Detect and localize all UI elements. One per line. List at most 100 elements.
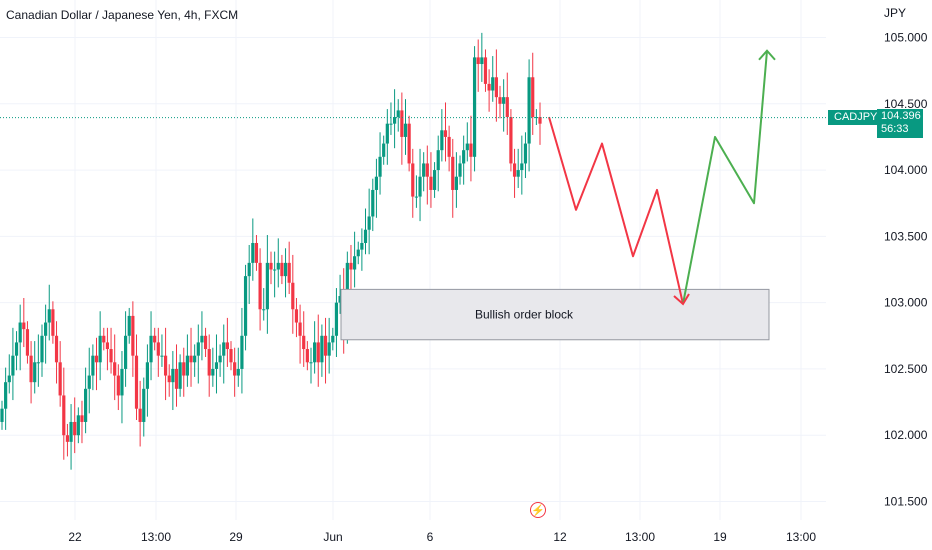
candle <box>18 304 22 371</box>
candle-body <box>432 170 437 190</box>
candle-body <box>33 362 37 383</box>
candle <box>440 109 444 162</box>
candle <box>171 351 175 411</box>
candle <box>309 347 313 384</box>
candle <box>102 327 106 351</box>
candle-body <box>44 322 48 336</box>
candle-body <box>374 176 379 190</box>
candle <box>363 208 368 255</box>
candle-body <box>491 77 495 91</box>
candle <box>123 311 128 387</box>
candle-body <box>160 355 164 357</box>
candle-body <box>73 421 77 436</box>
lightning-icon[interactable]: ⚡ <box>530 502 546 518</box>
candle-body <box>320 335 324 363</box>
candle <box>91 344 95 391</box>
y-tick-label: 102.000 <box>884 428 928 442</box>
candle-body <box>156 342 160 356</box>
candle-body <box>520 163 524 171</box>
candle <box>527 59 531 172</box>
candle <box>458 155 462 185</box>
candle-body <box>251 242 255 263</box>
x-tick-label: Jun <box>323 530 342 544</box>
candle-body <box>334 302 339 336</box>
candle-body <box>51 309 55 336</box>
candle <box>400 92 404 165</box>
candle <box>487 69 491 112</box>
candle-body <box>91 355 95 376</box>
bullish-order-block[interactable] <box>340 288 770 341</box>
candle-body <box>436 150 440 171</box>
candle-body <box>218 355 222 363</box>
candle-body <box>233 362 237 376</box>
candle <box>353 231 357 288</box>
candle <box>374 158 379 218</box>
candle-body <box>163 355 168 376</box>
candle <box>498 85 502 119</box>
symbol-badge: CADJPY <box>828 110 884 125</box>
candle-body <box>29 355 33 383</box>
candle-body <box>403 123 408 137</box>
candle-body <box>458 163 462 177</box>
candle-body <box>0 408 4 422</box>
candlesticks <box>0 32 542 470</box>
candle-body <box>109 349 113 363</box>
candle <box>156 327 160 377</box>
candle <box>73 397 77 454</box>
order-block-label: Bullish order block <box>475 308 574 322</box>
candle-body <box>254 242 259 263</box>
candle <box>305 341 309 371</box>
candle <box>265 235 269 334</box>
candle-body <box>327 342 331 356</box>
candle-body <box>480 57 484 65</box>
candle <box>160 334 164 367</box>
candle-body <box>193 355 197 363</box>
candle <box>69 404 73 470</box>
candle-body <box>120 368 124 396</box>
y-tick-label: 104.500 <box>884 97 928 111</box>
y-tick-label: 103.000 <box>884 296 928 310</box>
candle <box>436 135 440 192</box>
candle-body <box>58 362 62 396</box>
x-tick-label: 12 <box>553 530 567 544</box>
candle-body <box>211 368 215 376</box>
candle-body <box>367 216 371 230</box>
candle <box>323 317 328 384</box>
candle <box>153 327 157 351</box>
candle-body <box>378 156 382 177</box>
candle-body <box>174 368 179 389</box>
candle <box>62 367 66 460</box>
candle-body <box>145 362 150 389</box>
candle-body <box>349 262 353 270</box>
candle-body <box>134 355 139 409</box>
candle-body <box>229 349 233 363</box>
candle <box>29 341 33 404</box>
candle <box>7 354 11 394</box>
candle <box>451 138 455 218</box>
candle-body <box>516 170 520 177</box>
x-tick-label: 13:00 <box>786 530 816 544</box>
candle-body <box>512 163 517 177</box>
candle-body <box>269 262 273 270</box>
candle-body <box>131 315 135 356</box>
candle <box>520 135 524 195</box>
y-tick-label: 104.000 <box>884 163 928 177</box>
candle <box>273 251 277 298</box>
candle-body <box>382 143 386 157</box>
candle <box>196 324 200 384</box>
candle <box>178 354 182 397</box>
bar-countdown: 56:33 <box>881 123 909 135</box>
time-axis[interactable]: 22 13:00 29 Jun 6 12 13:00 19 13:00 <box>68 530 816 544</box>
candle <box>142 377 146 437</box>
candle-body <box>309 362 313 364</box>
candle <box>40 324 44 377</box>
price-axis[interactable]: 105.000 104.500 104.000 103.500 103.000 102.5… <box>884 31 928 509</box>
candle <box>182 347 186 397</box>
red-arrow-head <box>673 293 690 306</box>
candle <box>280 254 284 285</box>
candle <box>382 135 386 165</box>
candle-body <box>472 57 477 157</box>
candle-body <box>407 123 411 164</box>
candle-body <box>80 415 84 422</box>
